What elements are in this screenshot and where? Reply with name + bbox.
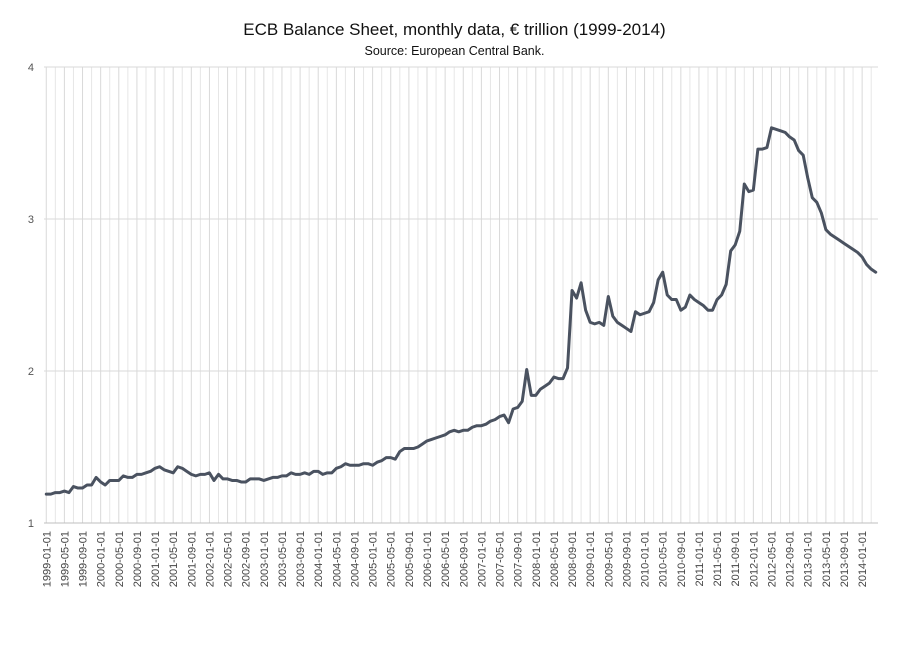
x-tick-label: 2010-05-01 xyxy=(658,531,670,587)
x-tick-label: 2000-09-01 xyxy=(132,531,144,587)
x-tick-label: 2008-01-01 xyxy=(531,531,543,587)
y-tick-label: 2 xyxy=(28,366,34,378)
x-tick-label: 2009-05-01 xyxy=(603,531,615,587)
x-tick-label: 2007-01-01 xyxy=(476,531,488,587)
x-tick-label: 2001-09-01 xyxy=(186,531,198,587)
x-tick-label: 2003-05-01 xyxy=(277,531,289,587)
y-tick-label: 3 xyxy=(28,214,34,226)
x-tick-label: 2001-01-01 xyxy=(150,531,162,587)
x-tick-label: 2008-05-01 xyxy=(549,531,561,587)
series-line xyxy=(44,126,878,496)
y-tick-label: 4 xyxy=(28,62,34,74)
x-tick-label: 2013-05-01 xyxy=(821,531,833,587)
x-tick-label: 1999-09-01 xyxy=(78,531,90,587)
x-tick-label: 2010-09-01 xyxy=(676,531,688,587)
x-tick-label: 2000-01-01 xyxy=(96,531,108,587)
x-tick-label: 2012-01-01 xyxy=(748,531,760,587)
x-tick-label: 2011-01-01 xyxy=(694,531,706,586)
x-tick-label: 2008-09-01 xyxy=(567,531,579,587)
x-tick-label: 2006-01-01 xyxy=(422,531,434,587)
x-tick-label: 2011-05-01 xyxy=(712,531,724,586)
x-tick-label: 2004-01-01 xyxy=(313,531,325,587)
x-tick-label: 2005-05-01 xyxy=(386,531,398,587)
x-tick-label: 1999-05-01 xyxy=(59,531,71,587)
x-tick-label: 2003-09-01 xyxy=(295,531,307,587)
x-tick-label: 2007-05-01 xyxy=(495,531,507,587)
x-tick-label: 2004-05-01 xyxy=(331,531,343,587)
x-tick-label: 2009-01-01 xyxy=(585,531,597,587)
x-tick-label: 2012-09-01 xyxy=(785,531,797,587)
x-tick-label: 2005-09-01 xyxy=(404,531,416,587)
chart-subtitle: Source: European Central Bank. xyxy=(364,44,545,58)
x-tick-label: 2013-09-01 xyxy=(839,531,851,587)
x-tick-label: 2001-05-01 xyxy=(168,531,180,587)
x-tick-label: 2011-09-01 xyxy=(730,531,742,586)
x-tick-label: 2013-01-01 xyxy=(803,531,815,587)
x-tick-label: 2012-05-01 xyxy=(766,531,778,587)
chart-title: ECB Balance Sheet, monthly data, € trill… xyxy=(243,20,666,39)
x-tick-label: 2007-09-01 xyxy=(513,531,525,587)
x-tick-label: 2003-01-01 xyxy=(259,531,271,587)
x-tick-label: 2005-01-01 xyxy=(368,531,380,587)
x-tick-label: 2002-01-01 xyxy=(204,531,216,587)
x-tick-label: 2009-09-01 xyxy=(621,531,633,587)
x-tick-label: 2002-05-01 xyxy=(223,531,235,587)
y-tick-label: 1 xyxy=(28,518,34,530)
x-tick-label: 1999-01-01 xyxy=(41,531,53,587)
x-tick-label: 2014-01-01 xyxy=(857,531,869,587)
x-tick-label: 2000-05-01 xyxy=(114,531,126,587)
x-tick-label: 2006-05-01 xyxy=(440,531,452,587)
x-tick-label: 2004-09-01 xyxy=(349,531,361,587)
x-tick-label: 2002-09-01 xyxy=(241,531,253,587)
x-tick-label: 2010-01-01 xyxy=(640,531,652,587)
x-tick-label: 2006-09-01 xyxy=(458,531,470,587)
